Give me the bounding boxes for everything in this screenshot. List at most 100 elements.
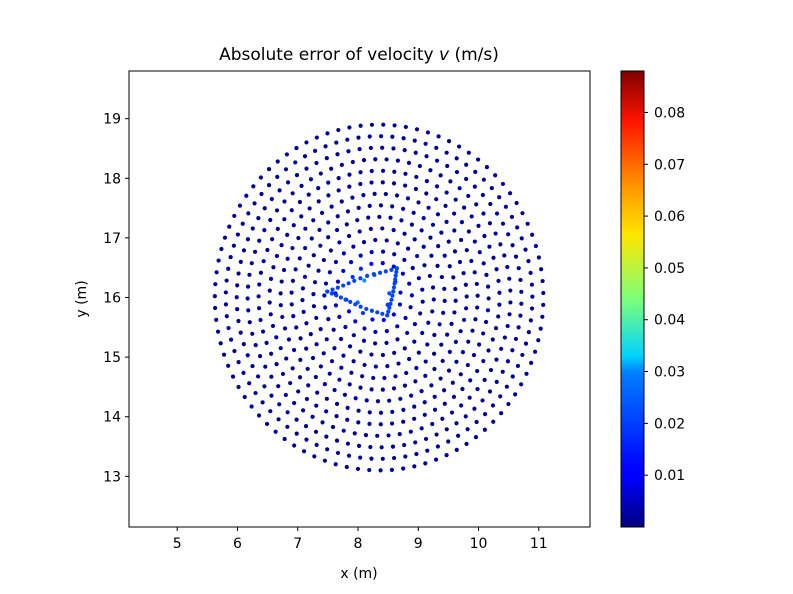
scatter-point <box>442 286 447 291</box>
scatter-point <box>481 331 486 336</box>
scatter-point <box>378 134 384 139</box>
scatter-point <box>519 236 524 241</box>
scatter-point <box>314 442 319 447</box>
scatter-point <box>412 416 417 421</box>
scatter-point <box>473 169 478 174</box>
scatter-point <box>353 302 358 307</box>
scatter-point <box>329 291 334 296</box>
scatter-point <box>497 290 502 295</box>
scatter-point <box>338 295 343 300</box>
scatter-point <box>440 416 445 421</box>
scatter-point <box>491 255 496 260</box>
scatter-point <box>378 203 384 208</box>
scatter-point <box>345 417 350 422</box>
scatter-point <box>324 156 329 161</box>
scatter-point <box>530 232 535 237</box>
scatter-point <box>458 372 463 377</box>
scatter-point <box>457 186 462 191</box>
scatter-point <box>307 206 312 211</box>
scatter-point <box>253 390 258 396</box>
scatter-point <box>367 467 372 473</box>
scatter-point <box>460 386 465 392</box>
scatter-point <box>360 374 365 379</box>
scatter-point <box>240 221 245 226</box>
scatter-point <box>409 222 414 227</box>
scatter-point <box>238 330 243 335</box>
scatter-point <box>306 263 311 268</box>
scatter-point <box>345 137 350 142</box>
scatter-point <box>369 308 374 313</box>
scatter-point <box>373 237 378 243</box>
scatter-point <box>326 235 331 240</box>
scatter-point <box>271 265 276 270</box>
scatter-point <box>458 329 463 334</box>
scatter-point <box>416 350 421 355</box>
scatter-point <box>518 313 523 318</box>
scatter-point <box>432 407 438 412</box>
scatter-point <box>453 339 458 344</box>
colorbar-tick-label: 0.05 <box>654 261 685 277</box>
scatter-point <box>284 356 289 361</box>
scatter-point <box>402 383 408 388</box>
scatter-point <box>430 421 435 427</box>
scatter-point <box>380 311 385 316</box>
scatter-point <box>490 403 496 408</box>
scatter-point <box>414 365 419 371</box>
scatter-point <box>509 214 515 220</box>
scatter-point <box>322 293 327 298</box>
scatter-point <box>397 431 402 437</box>
scatter-point <box>236 318 241 324</box>
scatter-point <box>285 232 290 237</box>
scatter-point <box>439 230 444 235</box>
scatter-point <box>358 266 363 271</box>
x-tick-label: 10 <box>470 536 488 552</box>
scatter-point <box>470 328 475 333</box>
scatter-point <box>332 387 337 393</box>
scatter-point <box>291 223 296 228</box>
scatter-point <box>432 332 437 338</box>
scatter-point <box>510 374 515 379</box>
scatter-point <box>390 293 395 298</box>
scatter-point <box>498 242 503 247</box>
scatter-point <box>226 266 231 271</box>
scatter-point <box>226 325 231 331</box>
scatter-point <box>375 399 381 404</box>
scatter-point <box>289 208 294 213</box>
scatter-point <box>318 171 323 176</box>
scatter-point <box>430 309 435 314</box>
scatter-point <box>283 392 288 398</box>
scatter-point <box>482 377 487 382</box>
scatter-point <box>413 186 418 192</box>
scatter-point <box>530 294 535 299</box>
scatter-point <box>294 417 299 422</box>
scatter-point <box>299 183 304 188</box>
scatter-point <box>351 333 356 338</box>
scatter-point <box>444 453 449 458</box>
scatter-point <box>244 193 249 198</box>
scatter-point <box>541 290 546 296</box>
scatter-point <box>346 149 351 154</box>
scatter-point <box>277 188 282 193</box>
scatter-point <box>323 305 328 310</box>
scatter-point <box>406 246 411 251</box>
scatter-point <box>315 390 320 395</box>
scatter-point <box>387 305 392 310</box>
scatter-point <box>310 414 315 419</box>
scatter-point <box>290 366 295 371</box>
scatter-point <box>380 180 385 185</box>
scatter-point <box>385 364 390 369</box>
scatter-point <box>311 304 316 309</box>
scatter-point <box>515 225 520 230</box>
scatter-point <box>334 438 340 443</box>
scatter-point <box>519 382 524 387</box>
scatter-point <box>230 374 236 379</box>
scatter-point <box>405 330 410 336</box>
x-tick-label: 7 <box>293 536 302 552</box>
scatter-point <box>502 335 507 340</box>
scatter-point <box>308 332 313 337</box>
scatter-point <box>384 157 389 162</box>
scatter-point <box>366 215 371 220</box>
scatter-point <box>405 196 411 201</box>
scatter-point <box>510 348 515 353</box>
scatter-point <box>466 229 471 234</box>
